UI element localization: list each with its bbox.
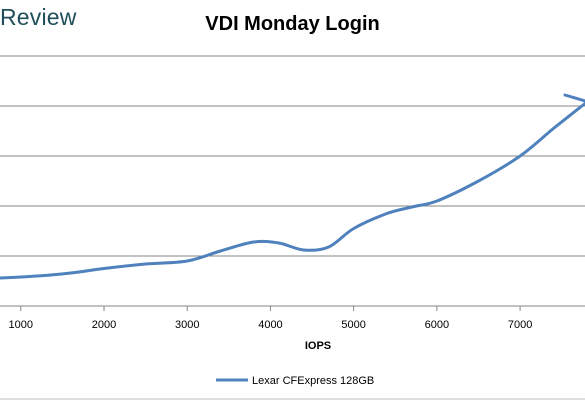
x-axis-ticks: 1000 2000 3000 4000 5000 6000 7000: [9, 306, 532, 331]
x-tick-label: 5000: [341, 319, 365, 331]
x-tick-label: 3000: [175, 319, 199, 331]
x-tick-label: 7000: [508, 319, 532, 331]
brand-logo: Review: [0, 4, 77, 30]
x-tick-label: 2000: [92, 319, 116, 331]
chart-title: VDI Monday Login: [205, 13, 380, 35]
series-group: [0, 93, 585, 280]
legend-label: Lexar CFExpress 128GB: [252, 375, 374, 387]
x-tick-label: 6000: [425, 319, 449, 331]
x-axis-title: IOPS: [305, 340, 331, 352]
legend: Lexar CFExpress 128GB: [216, 375, 374, 387]
series-line-1: [0, 102, 585, 280]
series-line-tail: [563, 93, 585, 103]
gridlines: [0, 55, 585, 257]
x-tick-label: 4000: [258, 319, 282, 331]
x-tick-label: 1000: [9, 319, 33, 331]
